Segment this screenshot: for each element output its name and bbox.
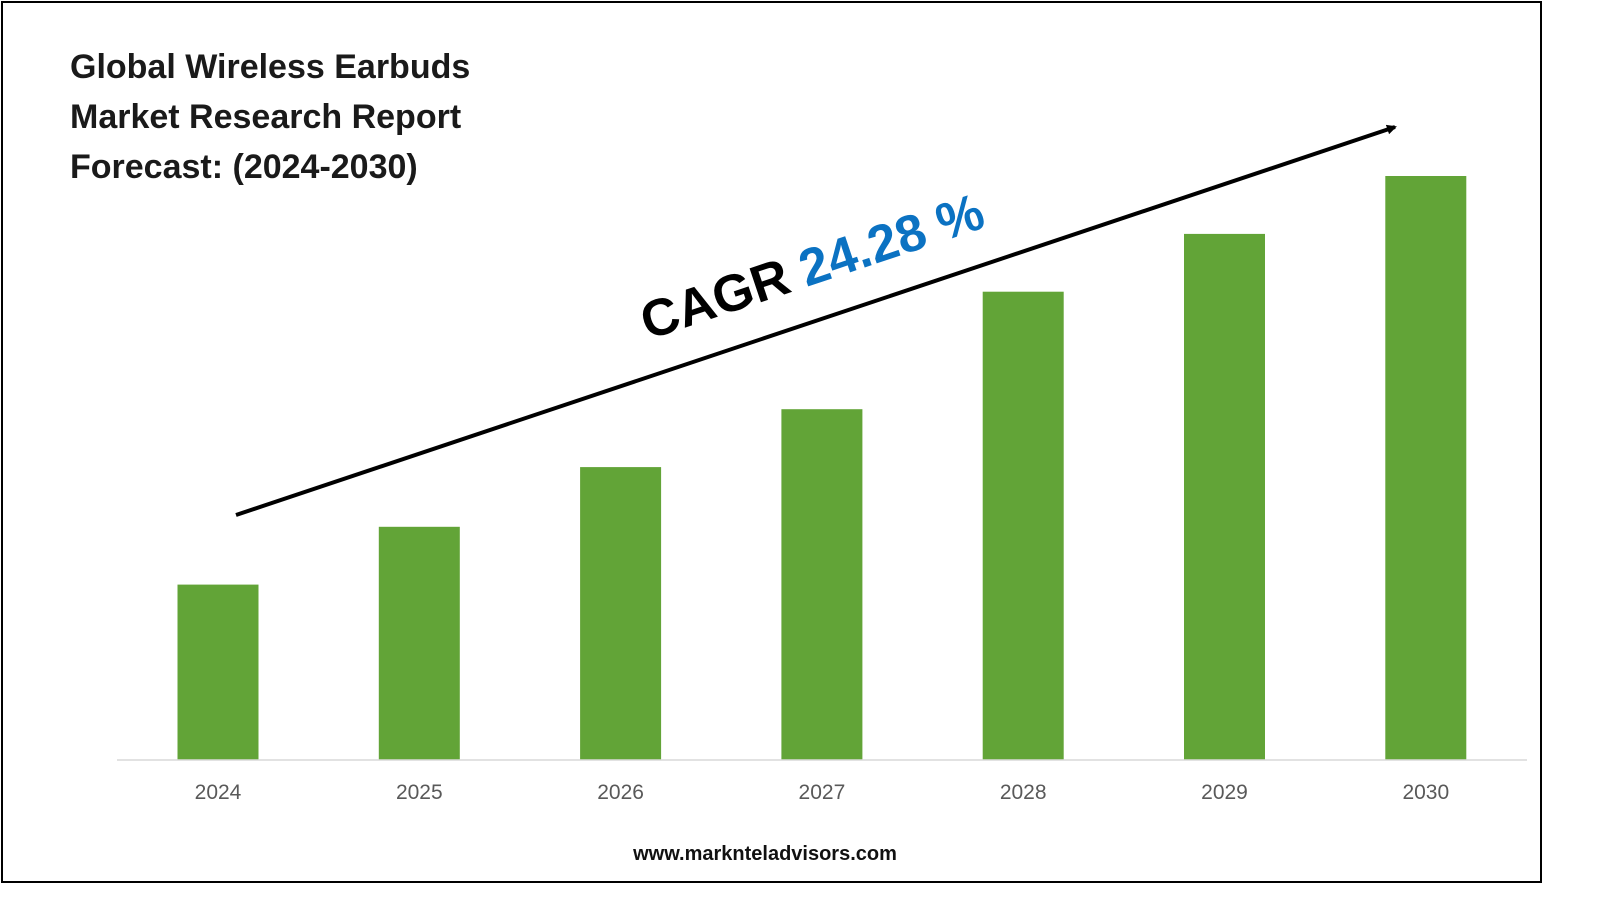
outer-frame <box>1 1 1542 883</box>
x-tick-label-2026: 2026 <box>597 781 644 804</box>
x-tick-label-2029: 2029 <box>1201 781 1248 804</box>
bar-2025 <box>378 526 460 760</box>
bar-2026 <box>580 467 662 760</box>
cagr-value: 24.28 % <box>792 183 991 299</box>
bar-2027 <box>781 409 863 760</box>
bar-2030 <box>1385 176 1467 760</box>
bar-2024 <box>177 584 259 760</box>
x-axis-ticks: 2024 2025 2026 2027 2028 2029 2030 <box>195 781 1450 804</box>
x-tick-label-2025: 2025 <box>396 781 443 804</box>
cagr-annotation: CAGR24.28 % <box>633 183 991 352</box>
bar-2029 <box>1184 233 1265 760</box>
bars-group <box>177 176 1467 760</box>
website-url: www.marknteladvisors.com <box>633 843 897 865</box>
x-tick-label-2028: 2028 <box>1000 781 1047 804</box>
x-tick-label-2030: 2030 <box>1402 781 1449 804</box>
x-tick-label-2024: 2024 <box>195 781 242 804</box>
bar-2028 <box>982 291 1064 760</box>
trend-arrow <box>235 124 1397 517</box>
x-tick-label-2027: 2027 <box>799 781 846 804</box>
chart-title: Global Wireless Earbuds Market Research … <box>70 48 471 186</box>
